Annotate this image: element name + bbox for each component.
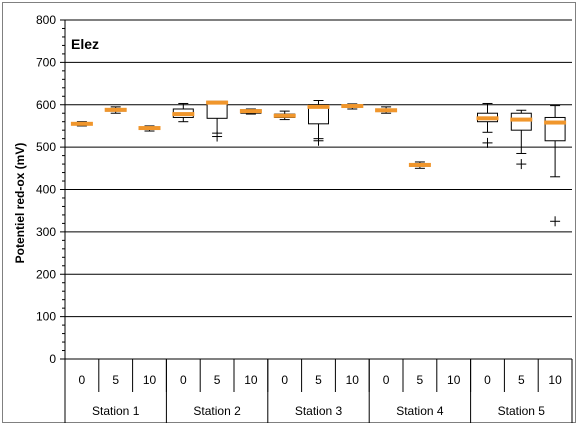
- median-bar: [70, 121, 93, 126]
- box-station-1-5: [104, 106, 127, 114]
- category-label: 5: [417, 373, 424, 387]
- median-bar: [544, 120, 567, 125]
- median-bar: [341, 104, 364, 109]
- y-tick-label: 500: [36, 140, 56, 154]
- category-label: 0: [79, 373, 86, 387]
- group-label: Station 5: [498, 404, 546, 418]
- category-label: 10: [548, 373, 562, 387]
- median-bar: [239, 109, 262, 114]
- median-bar: [172, 112, 195, 117]
- y-tick-label: 400: [36, 183, 56, 197]
- group-label: Station 3: [295, 404, 343, 418]
- category-label: 0: [383, 373, 390, 387]
- y-tick-label: 800: [36, 13, 56, 27]
- y-tick-label: 600: [36, 98, 56, 112]
- box-station-2-0: [172, 102, 195, 123]
- median-bar: [273, 113, 296, 118]
- box-station-3-5: [307, 100, 330, 146]
- box-station-1-0: [70, 121, 93, 127]
- box-body: [308, 104, 329, 125]
- median-bar: [138, 126, 161, 131]
- box-station-5-10: [544, 105, 567, 227]
- box-layer: [70, 100, 567, 227]
- median-bar: [375, 108, 398, 113]
- median-bar: [206, 100, 229, 105]
- box-body: [510, 112, 532, 131]
- label-layer: 0 5 10 Station 1 0 5 10 Station 2 0 5 10 Station 3 0…: [79, 373, 563, 418]
- y-tick-label: 0: [49, 352, 56, 366]
- group-label: Station 2: [193, 404, 241, 418]
- y-tick-label: 100: [36, 310, 56, 324]
- box-station-5-0: [476, 102, 499, 148]
- median-bar: [104, 107, 127, 112]
- y-tick-label: 300: [36, 225, 56, 239]
- median-bar: [476, 116, 499, 121]
- y-tick-label: 200: [36, 267, 56, 281]
- category-label: 0: [484, 373, 491, 387]
- category-label: 0: [281, 373, 288, 387]
- category-label: 5: [518, 373, 525, 387]
- median-bar: [408, 162, 431, 167]
- grid-layer: [65, 19, 572, 318]
- box-station-4-5: [408, 161, 431, 169]
- chart-title: Elez: [71, 36, 99, 52]
- category-label: 10: [447, 373, 461, 387]
- y-axis-label: Potentiel red-ox (mV): [13, 143, 27, 264]
- box-station-3-0: [273, 110, 296, 121]
- category-label: 5: [214, 373, 221, 387]
- y-tick-label: 700: [36, 55, 56, 69]
- category-label: 10: [143, 373, 157, 387]
- category-label: 0: [180, 373, 187, 387]
- median-bar: [307, 104, 330, 109]
- box-station-1-10: [138, 125, 161, 132]
- category-label: 10: [346, 373, 360, 387]
- box-station-3-10: [341, 103, 364, 110]
- box-station-2-5: [206, 100, 229, 142]
- category-label: 10: [244, 373, 258, 387]
- median-bar: [510, 117, 533, 122]
- category-label: 5: [315, 373, 322, 387]
- group-label: Station 4: [396, 404, 444, 418]
- group-label: Station 1: [92, 404, 140, 418]
- category-label: 5: [112, 373, 119, 387]
- box-station-2-10: [239, 108, 262, 115]
- box-station-4-0: [375, 106, 398, 114]
- box-station-5-5: [510, 109, 533, 170]
